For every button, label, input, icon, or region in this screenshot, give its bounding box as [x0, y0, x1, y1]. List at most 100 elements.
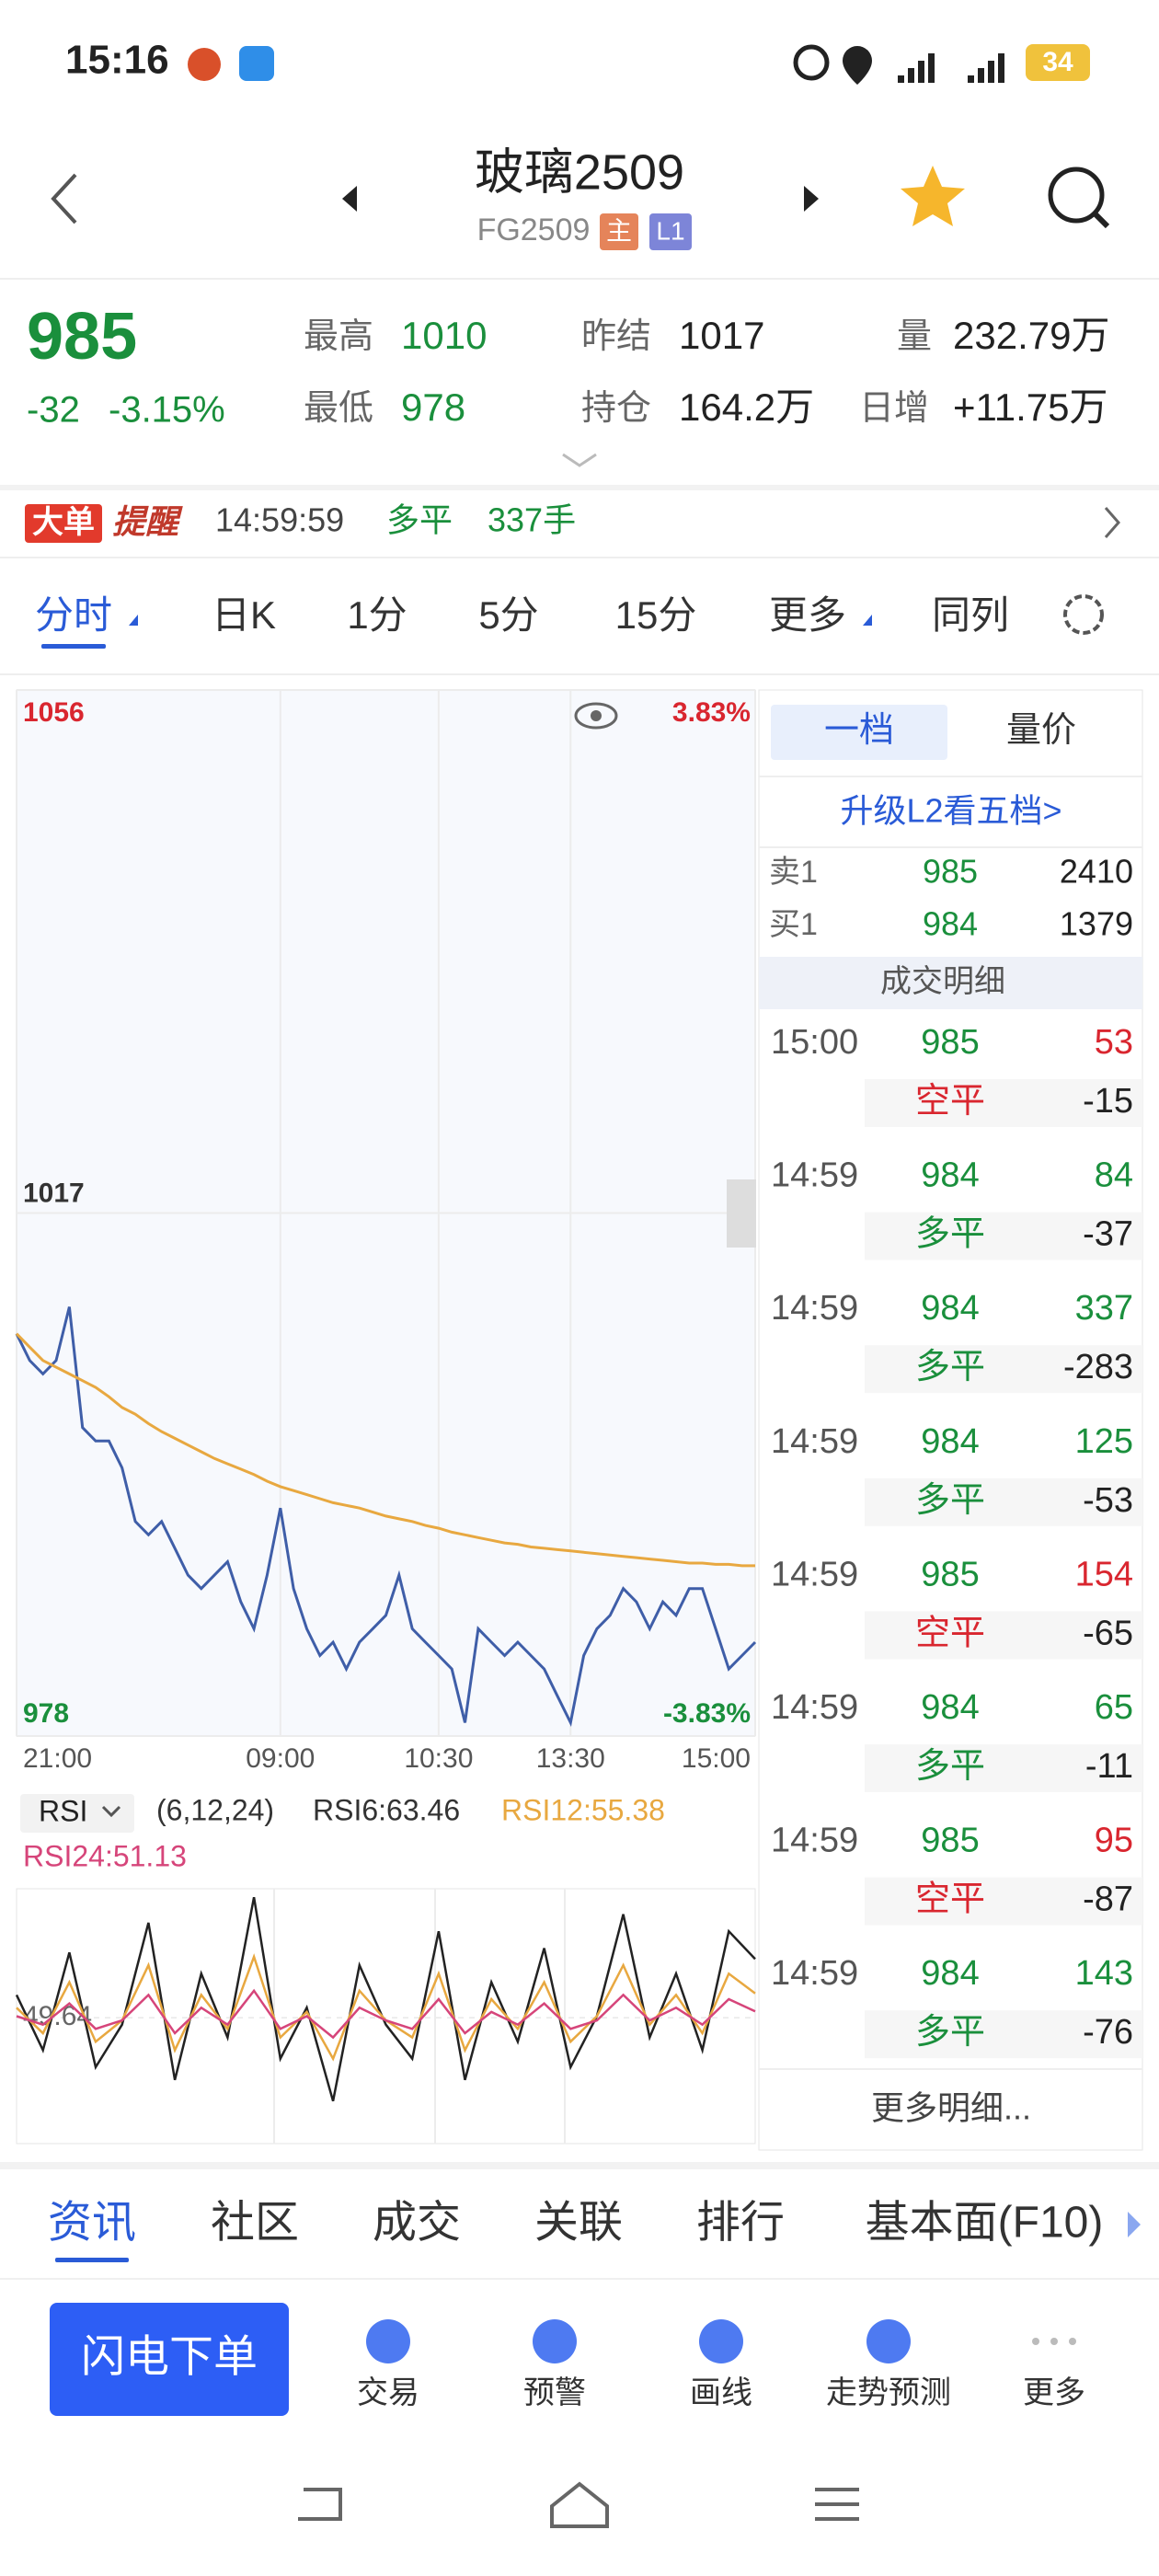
trade-band — [865, 1212, 1142, 1260]
info-tab[interactable]: 社区 — [211, 2199, 299, 2248]
indicator-select[interactable] — [20, 1794, 134, 1833]
tabs-more — [1128, 2212, 1141, 2237]
quote-value: 1010 — [401, 314, 487, 357]
quick-order-button[interactable] — [50, 2303, 289, 2416]
search-button[interactable] — [1048, 167, 1105, 224]
y-tick-label: 1056 — [23, 697, 85, 728]
quote-value: 1017 — [679, 314, 764, 357]
trade-time: 14:59 — [771, 1688, 858, 1727]
quick-order-label[interactable]: 闪电下单 — [81, 2333, 258, 2382]
info-tab[interactable]: 成交 — [373, 2199, 461, 2248]
last-price: 985 — [27, 300, 137, 374]
info-tab[interactable]: 排行 — [696, 2199, 785, 2248]
section-gap — [0, 485, 1159, 490]
trade-qty: 95 — [1095, 1822, 1133, 1860]
divider — [759, 2068, 1142, 2070]
chart-tab[interactable]: 1分 — [347, 593, 407, 637]
back-button[interactable] — [51, 173, 77, 224]
trade-time: 14:59 — [771, 1289, 858, 1328]
favorite-star[interactable] — [901, 166, 965, 226]
quote-label: 最高 — [304, 317, 373, 356]
x-tick-label: 10:30 — [404, 1743, 473, 1774]
expand-handle[interactable] — [727, 1179, 756, 1248]
book-tab[interactable]: 量价 — [1006, 711, 1076, 750]
trade-type: 空平 — [915, 1880, 985, 1919]
alert-tag-text: 大单 — [32, 505, 95, 540]
legend-entry: RSI12:55.38 — [501, 1793, 665, 1826]
alert-type: 多平 — [386, 501, 453, 539]
y-tick-label: 978 — [23, 1698, 69, 1729]
chart-tab[interactable]: 分时 — [35, 593, 112, 637]
trade-time: 14:59 — [771, 1822, 858, 1860]
book-tab[interactable]: 一档 — [824, 711, 894, 750]
signal-bar — [998, 53, 1004, 83]
badge-text: 主 — [606, 216, 632, 245]
nav-home[interactable] — [550, 2481, 609, 2528]
next-button[interactable] — [804, 186, 819, 212]
tab-underline — [41, 644, 106, 649]
legend-entry: RSI6:63.46 — [313, 1793, 460, 1826]
y-tick-label: 1017 — [23, 1178, 85, 1208]
action-icon — [699, 2319, 743, 2363]
settings-button[interactable] — [1063, 594, 1104, 635]
battery — [1026, 44, 1090, 81]
info-tab[interactable]: 资讯 — [48, 2199, 136, 2248]
signal-bar — [978, 68, 984, 83]
trade-qty: 84 — [1095, 1156, 1133, 1195]
status-icon — [188, 48, 221, 81]
series-line — [15, 1306, 757, 1728]
hide-button-pupil — [591, 710, 602, 721]
rsi-panel — [16, 1888, 756, 2145]
expand-chevron — [562, 453, 597, 467]
legend-entry: RSI24:51.13 — [23, 1839, 187, 1872]
trade-change: -15 — [1083, 1082, 1133, 1121]
alert-chevron[interactable] — [1104, 507, 1120, 538]
indicator-name: RSI — [39, 1794, 87, 1827]
action-icon — [366, 2319, 410, 2363]
trade-change: -11 — [1085, 1747, 1133, 1786]
hide-button[interactable] — [574, 702, 618, 730]
action-label[interactable]: 更多 — [1023, 2375, 1085, 2410]
tab-underline — [55, 2258, 129, 2262]
trade-band — [865, 2010, 1142, 2059]
indicator-params: (6,12,24) — [156, 1793, 274, 1826]
chart-tab[interactable]: 5分 — [478, 593, 538, 637]
action-icon — [533, 2319, 577, 2363]
book-tab-active — [771, 705, 947, 760]
alert-qty: 337手 — [488, 501, 576, 539]
trade-price: 984 — [921, 1289, 979, 1328]
trade-type: 多平 — [915, 1215, 985, 1254]
price-change-pct: -3.15% — [109, 390, 225, 431]
trade-type: 多平 — [915, 1481, 985, 1520]
prev-button[interactable] — [342, 186, 357, 212]
badge — [600, 213, 638, 250]
trade-type: 空平 — [915, 1614, 985, 1652]
more-trades[interactable]: 更多明细... — [871, 2089, 1031, 2127]
quote-value: 232.79万 — [953, 314, 1109, 357]
info-tab[interactable]: 基本面(F10) — [866, 2199, 1104, 2248]
alert-tag-text: 提醒 — [112, 503, 183, 541]
x-tick-label: 15:00 — [682, 1743, 751, 1774]
location-icon — [843, 46, 872, 85]
trade-time: 15:00 — [771, 1023, 858, 1062]
trade-price: 984 — [921, 1688, 979, 1727]
chart-tab[interactable]: 同列 — [932, 593, 1009, 637]
nav-back[interactable] — [298, 2488, 342, 2521]
action-label[interactable]: 预警 — [523, 2375, 586, 2410]
trade-price: 984 — [921, 1156, 979, 1195]
action-label[interactable]: 走势预测 — [826, 2375, 951, 2410]
trade-change: -53 — [1083, 1481, 1133, 1520]
trades-title: 成交明细 — [880, 964, 1005, 999]
trade-qty: 143 — [1075, 1954, 1133, 1993]
chart-tab[interactable]: 更多 — [769, 593, 846, 637]
action-label[interactable]: 交易 — [357, 2375, 419, 2410]
action-label[interactable]: 画线 — [690, 2375, 752, 2410]
chart-tab[interactable]: 日K — [212, 593, 276, 637]
status-icon — [239, 46, 274, 81]
info-tab[interactable]: 关联 — [534, 2199, 623, 2248]
divider — [759, 776, 1142, 777]
upgrade-link[interactable]: 升级L2看五档> — [840, 792, 1061, 830]
chart-tab[interactable]: 15分 — [615, 593, 697, 637]
trade-time: 14:59 — [771, 1954, 858, 1993]
